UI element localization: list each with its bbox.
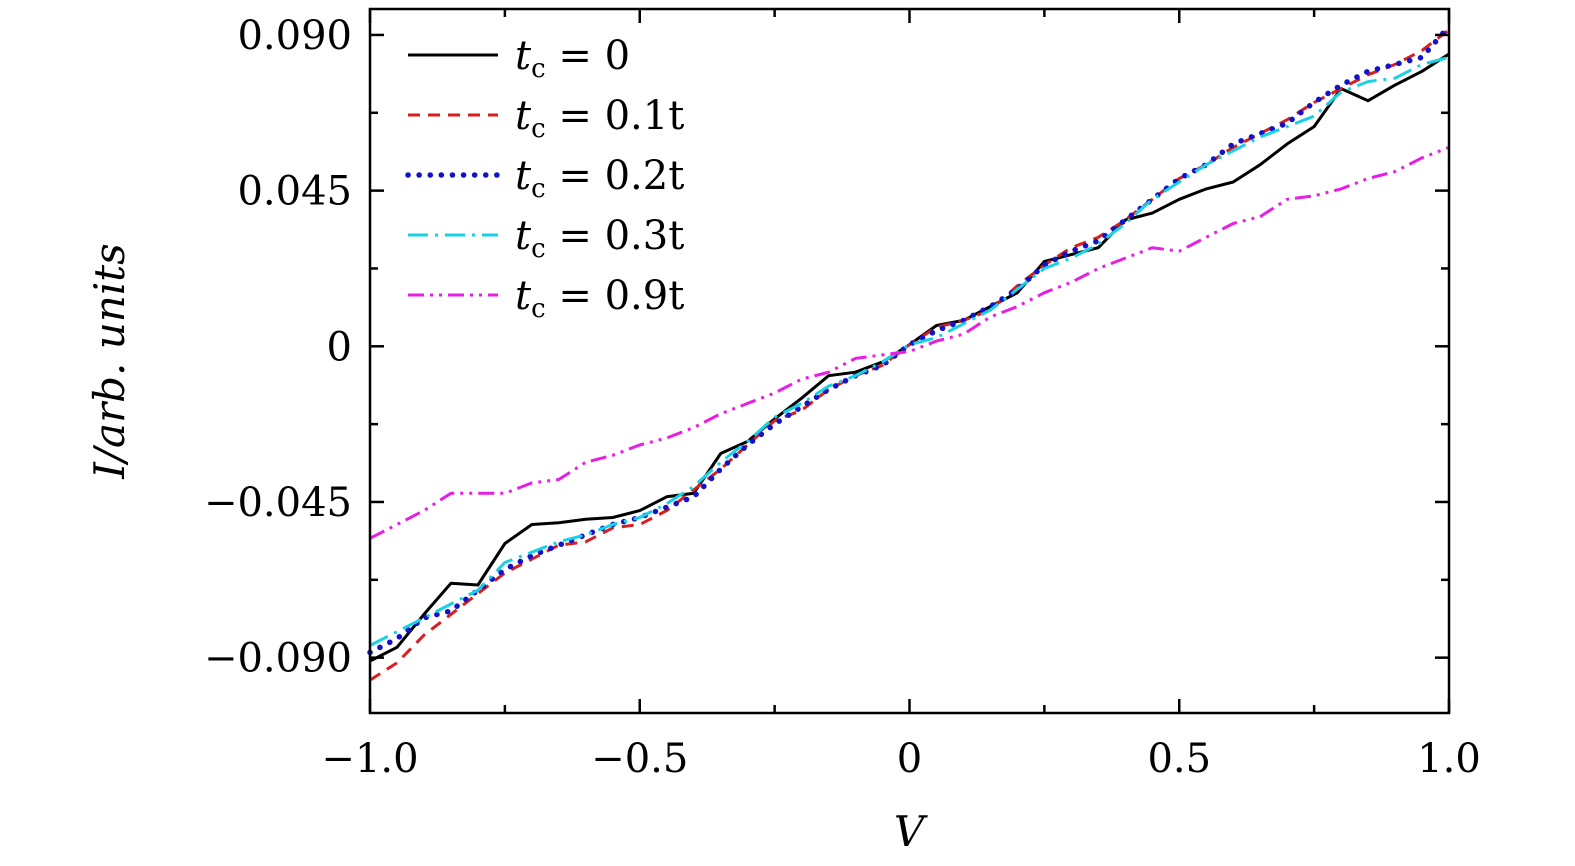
y-tick-labels: −0.090 −0.045 0 0.045 0.090 — [204, 13, 352, 682]
x-tick-label: 0.5 — [1147, 736, 1211, 782]
x-tick-label: −0.5 — [591, 736, 688, 782]
series-line-4 — [369, 146, 1450, 540]
legend-item: tc = 0.3t — [408, 213, 684, 264]
legend-item: tc = 0.9t — [408, 273, 684, 324]
legend-item: tc = 0.2t — [405, 153, 684, 204]
x-axis-label: V — [894, 807, 928, 856]
legend-label: tc = 0.9t — [515, 273, 684, 324]
legend-item: tc = 0.1t — [408, 93, 684, 144]
legend-label: tc = 0.1t — [515, 93, 684, 144]
legend-label: tc = 0.3t — [515, 213, 684, 264]
legend-item: tc = 0 — [408, 33, 630, 84]
y-axis-label: I/arb. units — [85, 243, 134, 479]
legend-label: tc = 0 — [515, 33, 630, 84]
x-tick-labels: −1.0 −0.5 0 0.5 1.0 — [321, 736, 1480, 782]
series-line-2 — [367, 23, 1452, 656]
legend: tc = 0 tc = 0.1t tc = 0.2t tc = 0.3t tc = 0.… — [405, 33, 684, 324]
y-tick-label: 0.090 — [237, 13, 352, 59]
y-tick-label: 0 — [327, 324, 352, 370]
y-tick-label: 0.045 — [237, 169, 352, 215]
y-tick-label: −0.090 — [204, 636, 352, 682]
series-line-3 — [369, 55, 1450, 647]
x-tick-label: 1.0 — [1417, 736, 1481, 782]
legend-label: tc = 0.2t — [515, 153, 684, 204]
series-layer — [367, 23, 1452, 682]
x-tick-label: 0 — [897, 736, 922, 782]
x-tick-label: −1.0 — [321, 736, 418, 782]
axis-ticks — [368, 9, 1451, 713]
y-tick-label: −0.045 — [204, 480, 352, 526]
